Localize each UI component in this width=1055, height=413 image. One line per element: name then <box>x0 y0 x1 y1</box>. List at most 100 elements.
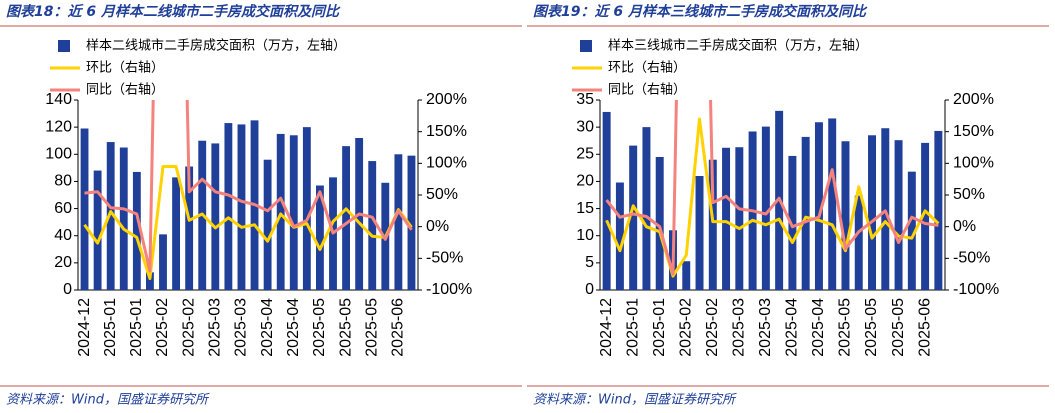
x-tick-label: 2024-12 <box>598 298 615 357</box>
bar <box>237 124 246 290</box>
y2-tick-label: 150% <box>426 123 467 140</box>
bar <box>159 234 167 290</box>
bar <box>854 195 863 290</box>
bar <box>682 261 691 290</box>
y-tick-label: 15 <box>576 200 594 217</box>
y2-tick-label: 150% <box>953 123 994 140</box>
y2-tick-label: -50% <box>426 250 463 267</box>
bar <box>316 185 324 290</box>
x-tick-label: 2025-03 <box>731 298 748 357</box>
y2-tick-label: -100% <box>953 281 999 298</box>
x-tick-label: 2025-03 <box>233 298 250 357</box>
y-tick-label: 0 <box>63 281 72 298</box>
x-tick-label: 2025-05 <box>890 298 907 357</box>
x-tick-label: 2025-05 <box>311 298 328 357</box>
y-tick-label: 120 <box>45 118 72 135</box>
legend-swatch <box>58 40 70 52</box>
legend-label: 环比（右轴） <box>608 61 686 76</box>
bar <box>302 127 311 291</box>
bar <box>788 155 797 290</box>
bar <box>881 128 890 290</box>
legend-label: 环比（右轴） <box>86 61 164 76</box>
x-tick-label: 2025-03 <box>757 298 774 357</box>
x-tick-label: 2025-04 <box>259 298 276 357</box>
y-tick-label: 80 <box>54 173 72 190</box>
bar <box>93 170 102 290</box>
x-tick-label: 2025-04 <box>784 298 801 357</box>
y-tick-label: 30 <box>576 118 594 135</box>
bar <box>761 126 770 290</box>
bar <box>172 177 180 290</box>
x-tick-label: 2025-04 <box>285 298 302 357</box>
chart: 图表19：近 6 月样本三线城市二手房成交面积及同比资料来源：Wind，国盛证券… <box>527 3 1049 408</box>
x-tick-label: 2024-12 <box>76 298 93 357</box>
bar <box>722 147 731 290</box>
bar <box>801 136 810 290</box>
x-tick-label: 2025-02 <box>704 298 721 357</box>
bar <box>146 272 154 290</box>
y2-tick-label: -100% <box>426 281 472 298</box>
x-tick-label: 2025-06 <box>390 298 407 357</box>
x-tick-label: 2025-05 <box>837 298 854 357</box>
bar <box>211 143 220 290</box>
x-tick-label: 2025-01 <box>102 298 119 357</box>
bar <box>921 142 930 290</box>
y2-tick-label: 200% <box>426 91 467 108</box>
y2-tick-label: -50% <box>953 250 990 267</box>
x-tick-label: 2025-02 <box>677 298 694 357</box>
y-tick-label: 35 <box>576 91 594 108</box>
y-tick-label: 60 <box>54 200 72 217</box>
y-tick-label: 20 <box>576 173 594 190</box>
y2-tick-label: 100% <box>953 155 994 172</box>
bar <box>934 130 943 290</box>
bar <box>106 142 115 290</box>
source: 资料来源：Wind，国盛证券研究所 <box>533 392 737 408</box>
bar <box>642 127 651 291</box>
y2-tick-label: 50% <box>426 186 458 203</box>
y-tick-label: 40 <box>54 227 72 244</box>
legend-label: 同比（右轴） <box>608 83 686 98</box>
bar <box>394 154 403 290</box>
line <box>84 100 413 273</box>
bar <box>80 128 89 290</box>
y2-tick-label: 100% <box>426 155 467 172</box>
bar <box>132 171 141 290</box>
legend-label: 样本三线城市二手房成交面积（万方，左轴） <box>608 38 868 54</box>
bar <box>894 140 903 290</box>
x-tick-label: 2025-02 <box>180 298 197 357</box>
bar <box>708 159 717 290</box>
bar <box>868 135 876 290</box>
bar <box>276 133 285 290</box>
y-tick-label: 140 <box>45 91 72 108</box>
x-tick-label: 2025-03 <box>207 298 224 357</box>
y-tick-label: 100 <box>45 146 72 163</box>
legend-label: 样本二线城市二手房成交面积（万方，左轴） <box>86 38 346 54</box>
line <box>83 165 413 281</box>
y-tick-label: 25 <box>576 146 594 163</box>
bar <box>629 145 638 290</box>
x-tick-label: 2025-02 <box>154 298 171 357</box>
source: 资料来源：Wind，国盛证券研究所 <box>6 392 210 408</box>
bar <box>342 146 350 290</box>
x-tick-label: 2025-01 <box>128 298 145 357</box>
chart: 图表18：近 6 月样本二线城市二手房成交面积及同比资料来源：Wind，国盛证券… <box>0 3 522 408</box>
chart-title: 图表18：近 6 月样本二线城市二手房成交面积及同比 <box>6 3 341 20</box>
legend-label: 同比（右轴） <box>86 83 164 98</box>
line <box>605 100 939 276</box>
bar <box>841 141 850 290</box>
bar <box>185 166 194 290</box>
bar <box>407 155 416 290</box>
bar <box>119 147 128 290</box>
bar <box>224 123 233 290</box>
x-tick-label: 2025-05 <box>863 298 880 357</box>
legend-swatch <box>580 40 592 52</box>
x-tick-label: 2025-01 <box>624 298 641 357</box>
y-tick-label: 10 <box>576 227 594 244</box>
y-tick-label: 5 <box>585 254 594 271</box>
x-tick-label: 2025-01 <box>651 298 668 357</box>
y2-tick-label: 0% <box>953 218 976 235</box>
x-tick-label: 2025-05 <box>363 298 380 357</box>
bar <box>695 176 704 290</box>
bar <box>289 135 298 290</box>
x-tick-label: 2025-06 <box>916 298 933 357</box>
